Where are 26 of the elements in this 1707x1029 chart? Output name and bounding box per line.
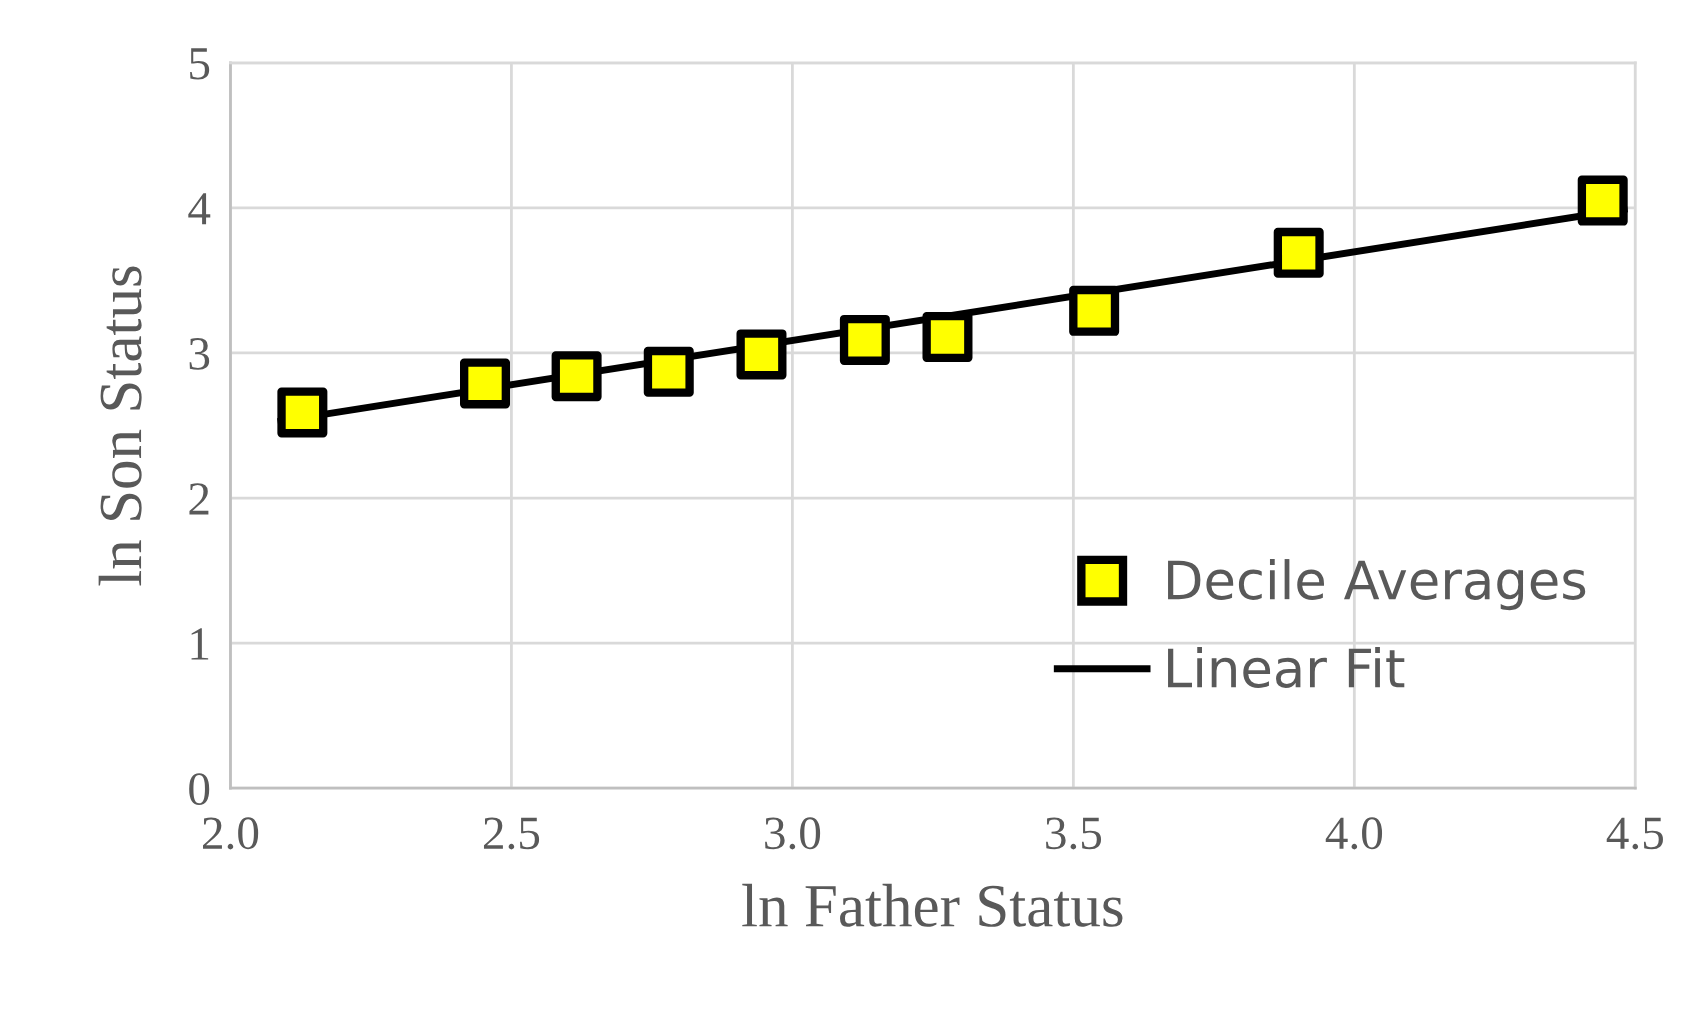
y-tick-label: 0: [189, 773, 210, 806]
point: [1577, 175, 1628, 226]
point: [1069, 285, 1120, 336]
x-tick-label: 3.5: [1046, 817, 1102, 850]
x-tick-label: 2.5: [483, 817, 540, 850]
x-tick-label: 3.0: [765, 817, 821, 850]
x-tick-label: 4.0: [1325, 817, 1383, 850]
point: [277, 387, 328, 438]
legend-label: Linear Fit: [1168, 647, 1405, 688]
x-tick-label: 2.0: [203, 817, 259, 850]
x-axis-title: ln Father Status: [742, 883, 1123, 927]
y-tick-label: 2: [189, 483, 209, 515]
y-tick-label: 5: [190, 48, 210, 80]
y-tick-label: 3: [189, 338, 210, 370]
point: [1273, 227, 1324, 278]
x-tick-label: 4.5: [1606, 817, 1663, 850]
y-tick-label: 1: [191, 628, 209, 660]
point: [922, 311, 973, 362]
point: [460, 358, 511, 409]
y-axis-title: ln Son Status: [98, 266, 142, 586]
point: [839, 314, 890, 365]
point: [643, 346, 694, 397]
point: [551, 351, 602, 402]
point: [736, 329, 787, 380]
y-tick-label: 4: [188, 193, 211, 225]
legend-label: Decile Averages: [1168, 559, 1586, 611]
